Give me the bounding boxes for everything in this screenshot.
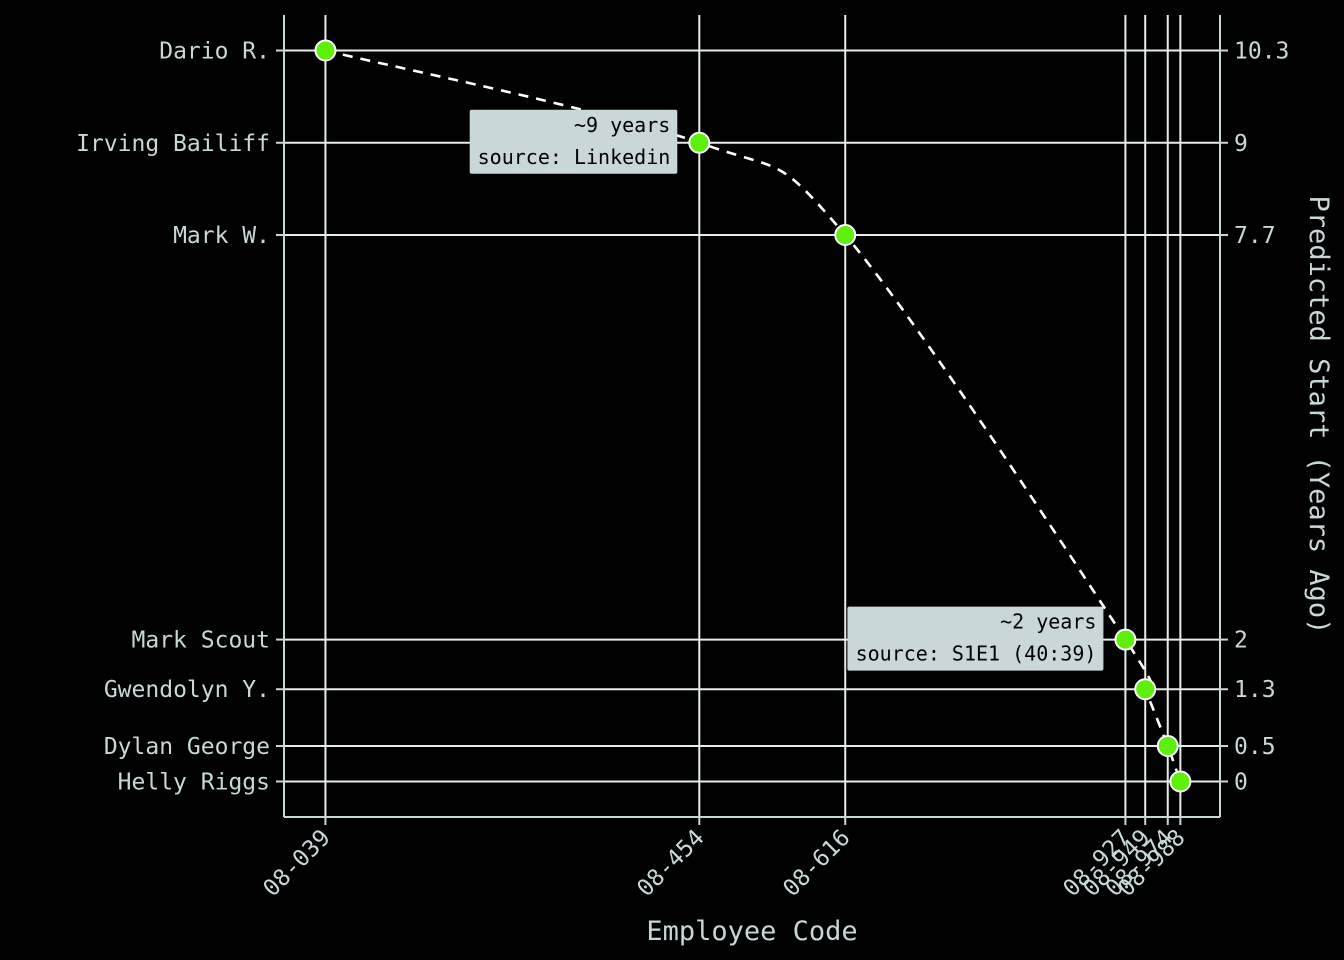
annotation: ~9 years source: Linkedin — [469, 109, 678, 174]
x-tick-label: 08-616 — [778, 825, 855, 902]
axes — [276, 15, 1228, 825]
annotation-box — [469, 109, 678, 174]
y-tick-label-value: 0.5 — [1234, 734, 1276, 760]
y-tick-label-name: Helly Riggs — [118, 770, 270, 796]
y-tick-label-name: Gwendolyn Y. — [104, 677, 270, 703]
y-tick-label-value: 7.7 — [1234, 223, 1276, 249]
annotation-text: ~9 years — [574, 113, 670, 137]
annotation: ~2 years source: S1E1 (40:39) — [847, 606, 1104, 671]
gridlines — [284, 15, 1220, 817]
y-tick-label-value: 9 — [1234, 131, 1248, 157]
y-tick-label-name: Dario R. — [159, 38, 270, 64]
data-point — [1169, 770, 1192, 793]
y-tick-label-name: Mark Scout — [132, 628, 270, 654]
y-tick-label-value: 10.3 — [1234, 38, 1289, 64]
data-point — [314, 39, 337, 62]
data-point — [1156, 735, 1179, 758]
y-tick-label-name: Irving Bailiff — [76, 131, 270, 157]
annotation-text: source: S1E1 (40:39) — [856, 642, 1097, 666]
y-tick-label-value: 1.3 — [1234, 677, 1276, 703]
x-tick-label: 08-039 — [259, 825, 336, 902]
x-axis-title: Employee Code — [646, 916, 857, 947]
data-point — [688, 131, 711, 154]
y-axis-title: Predicted Start (Years Ago) — [1303, 196, 1334, 635]
annotation-text: source: Linkedin — [478, 145, 671, 169]
data-points — [314, 39, 1192, 793]
trend-curve — [325, 49, 1182, 782]
y-tick-label-name: Mark W. — [173, 223, 270, 249]
annotation-text: ~2 years — [1000, 610, 1096, 634]
data-point — [834, 224, 857, 247]
annotation-box — [847, 606, 1104, 671]
y-tick-label-value: 2 — [1234, 628, 1248, 654]
tick-labels: 08-039 08-454 08-616 08-92708-94908-97408-9… — [76, 38, 1289, 902]
x-tick-label: 08-454 — [632, 825, 709, 902]
data-point — [1114, 628, 1137, 651]
y-tick-label-name: Dylan George — [104, 734, 270, 760]
data-point — [1134, 678, 1157, 701]
annotations: ~9 years source: Linkedin ~2 years source: … — [469, 109, 1104, 671]
y-tick-label-value: 0 — [1234, 770, 1248, 796]
